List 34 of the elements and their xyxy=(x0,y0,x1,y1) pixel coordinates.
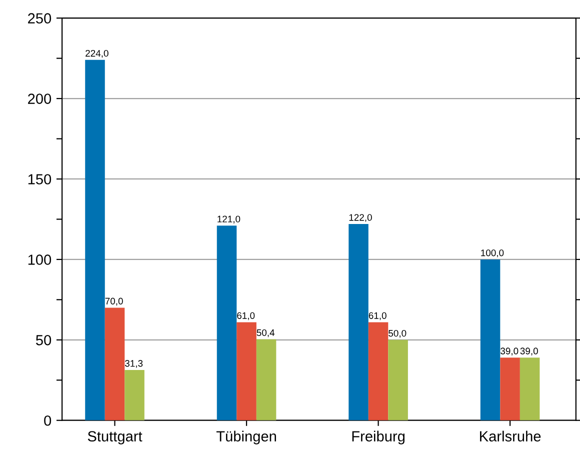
data-label: 70,0 xyxy=(105,298,123,306)
x-tick-label: Freiburg xyxy=(352,430,405,444)
x-tick-label: Stuttgart xyxy=(88,431,142,444)
data-label: 31,3 xyxy=(125,360,143,368)
bar xyxy=(368,322,388,420)
x-tick-label: Karlsruhe xyxy=(480,430,541,442)
bar xyxy=(256,339,276,420)
data-label: 100,0 xyxy=(481,250,504,258)
data-label: 224,0 xyxy=(86,50,108,58)
bar xyxy=(348,224,368,420)
bar xyxy=(388,340,408,420)
data-label: 61,0 xyxy=(368,312,386,320)
bar xyxy=(500,358,520,420)
data-label: 61,0 xyxy=(237,312,255,320)
y-tick-label: 150 xyxy=(28,174,52,184)
data-label: 39,0 xyxy=(500,348,518,356)
data-label: 39,0 xyxy=(520,348,538,356)
bar xyxy=(104,308,125,420)
data-label: 50,0 xyxy=(388,330,406,338)
bar xyxy=(85,60,105,420)
x-tick-label: Tübingen xyxy=(216,430,276,444)
bar xyxy=(236,322,256,420)
bar xyxy=(480,259,500,420)
y-tick-label: 0 xyxy=(44,415,52,426)
data-label: 122,0 xyxy=(349,214,372,222)
bar xyxy=(216,226,237,420)
y-tick-label: 50 xyxy=(36,335,52,346)
y-tick-label: 200 xyxy=(28,94,52,104)
bar xyxy=(124,370,144,420)
y-tick-label: 250 xyxy=(28,13,52,24)
bar xyxy=(520,358,540,420)
data-label: 121,0 xyxy=(218,216,240,224)
data-label: 50,4 xyxy=(256,329,275,338)
y-tick-label: 100 xyxy=(28,254,52,265)
